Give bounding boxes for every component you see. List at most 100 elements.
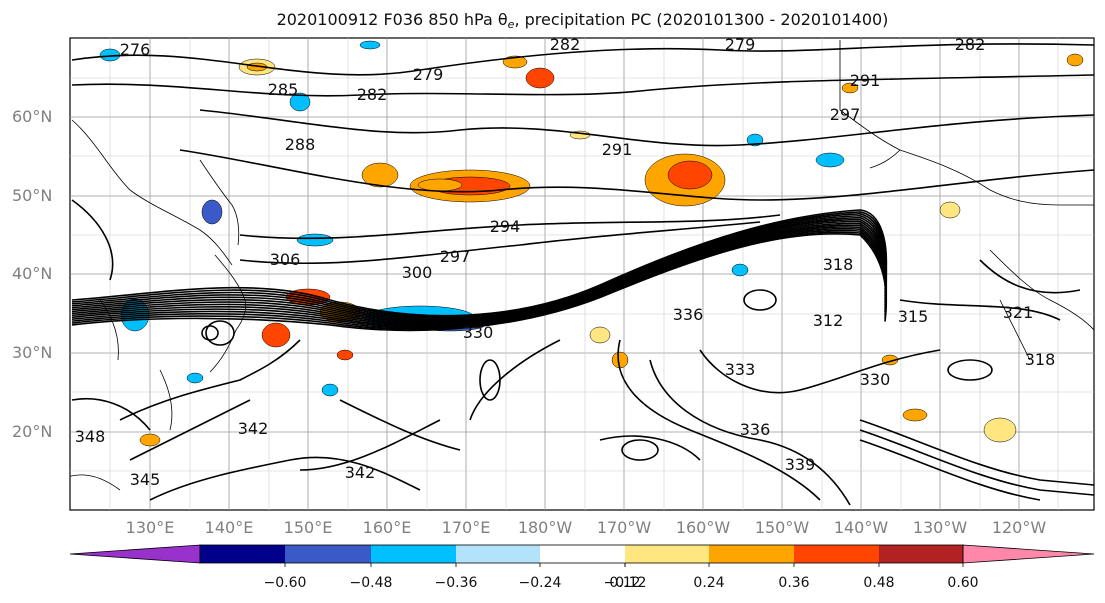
colorbar-tick-label: 0.24 — [693, 575, 725, 591]
contour-label: 297 — [830, 105, 861, 124]
colorbar-segment — [794, 545, 879, 563]
colorbar-tick-label: 0.36 — [778, 575, 810, 591]
contour-line — [71, 211, 888, 318]
svg-text:300: 300 — [402, 263, 433, 282]
contour-line — [859, 439, 1041, 501]
graticule-grid — [70, 38, 1094, 510]
contour-label: 342 — [238, 419, 269, 438]
lat-label: 50°N — [12, 186, 53, 205]
contour-line — [71, 74, 1094, 97]
contour-label: 330 — [860, 370, 891, 389]
precip-patch — [983, 417, 1017, 443]
svg-text:288: 288 — [285, 135, 316, 154]
contour-line — [71, 214, 888, 320]
contour-line — [71, 220, 888, 323]
contour-loop — [947, 359, 993, 381]
contour-labels: 276 282 279 282 279 285 282 291 288 291 297 294 297 3… — [75, 35, 1056, 489]
precip-patch — [139, 433, 161, 447]
svg-text:297: 297 — [830, 105, 861, 124]
svg-text:318: 318 — [823, 255, 854, 274]
lat-label: 40°N — [12, 264, 53, 283]
coastline-segment — [71, 119, 233, 266]
contour-line — [71, 233, 888, 332]
contour-label: 282 — [955, 35, 986, 54]
precip-patch — [186, 372, 204, 384]
precip-patch — [815, 152, 845, 168]
contour-line — [199, 109, 1094, 147]
contour-label: 336 — [740, 420, 771, 439]
contour-line — [71, 229, 888, 329]
contour-loop — [205, 320, 235, 346]
contour-line — [71, 398, 151, 431]
lon-label: 170°E — [441, 518, 491, 537]
contour-label: 291 — [850, 71, 881, 90]
contour-line — [149, 456, 421, 501]
svg-text:336: 336 — [740, 420, 771, 439]
colorbar-segment — [879, 545, 963, 563]
coastline-segment — [199, 159, 240, 246]
precip-patch — [841, 82, 859, 94]
contour-label: 336 — [673, 305, 704, 324]
colorbar-segment — [285, 545, 371, 563]
lon-label: 140°W — [833, 518, 889, 537]
svg-text:279: 279 — [725, 35, 756, 54]
contour-line — [119, 339, 301, 421]
colorbar-segment — [371, 545, 456, 563]
svg-text:345: 345 — [130, 470, 161, 489]
contour-line — [979, 259, 1081, 294]
svg-text:285: 285 — [268, 80, 299, 99]
colorbar-tick-label: 0.12 — [609, 575, 641, 591]
colorbar-outline — [199, 544, 964, 564]
contour-line — [71, 231, 888, 330]
contour-label: 348 — [75, 427, 106, 446]
contour-loop — [479, 359, 501, 401]
colorbar-extend-left — [69, 544, 201, 564]
precip-patch — [361, 162, 399, 188]
lon-label: 150°W — [754, 518, 810, 537]
colorbar-segment — [200, 545, 285, 563]
precip-patch — [201, 199, 223, 225]
svg-text:342: 342 — [345, 463, 376, 482]
svg-text:294: 294 — [490, 217, 521, 236]
svg-text:282: 282 — [955, 35, 986, 54]
coastline-segment — [999, 299, 1031, 361]
precip-patch — [261, 322, 291, 348]
svg-text:321: 321 — [1003, 303, 1034, 322]
contour-line — [71, 218, 888, 322]
coastline-segment — [70, 474, 121, 491]
lon-label: 130°W — [912, 518, 968, 537]
svg-text:291: 291 — [850, 71, 881, 90]
contour-label: 300 — [402, 263, 433, 282]
svg-text:336: 336 — [673, 305, 704, 324]
svg-text:279: 279 — [413, 65, 444, 84]
contour-label: 318 — [823, 255, 854, 274]
colorbar-tick-label: −0.60 — [263, 575, 307, 591]
contour-label: 291 — [602, 140, 633, 159]
svg-text:291: 291 — [602, 140, 633, 159]
colorbar-tick-label: 0.48 — [863, 575, 895, 591]
lon-label: 120°W — [991, 518, 1047, 537]
contour-line — [617, 339, 821, 501]
contour-label: 333 — [725, 360, 756, 379]
colorbar-tick-label: −0.36 — [434, 575, 478, 591]
lon-label: 180°W — [517, 518, 573, 537]
precip-patch — [746, 133, 764, 147]
contour-label: 276 — [120, 40, 151, 59]
colorbar-segment — [456, 545, 540, 563]
precip-patch — [296, 233, 334, 247]
svg-text:306: 306 — [270, 250, 301, 269]
lon-label: 140°E — [204, 518, 254, 537]
contour-line — [899, 299, 1061, 321]
contour-line — [599, 435, 701, 461]
svg-text:276: 276 — [120, 40, 151, 59]
colorbar-extend-right — [962, 544, 1095, 564]
contour-label: 279 — [413, 65, 444, 84]
lat-label: 30°N — [12, 343, 53, 362]
precip-patch — [525, 67, 555, 89]
contour-line — [469, 339, 561, 421]
contour-label: 318 — [1025, 350, 1056, 369]
contour-line — [129, 399, 251, 461]
lon-label: 160°E — [362, 518, 412, 537]
lon-label: 170°W — [596, 518, 652, 537]
